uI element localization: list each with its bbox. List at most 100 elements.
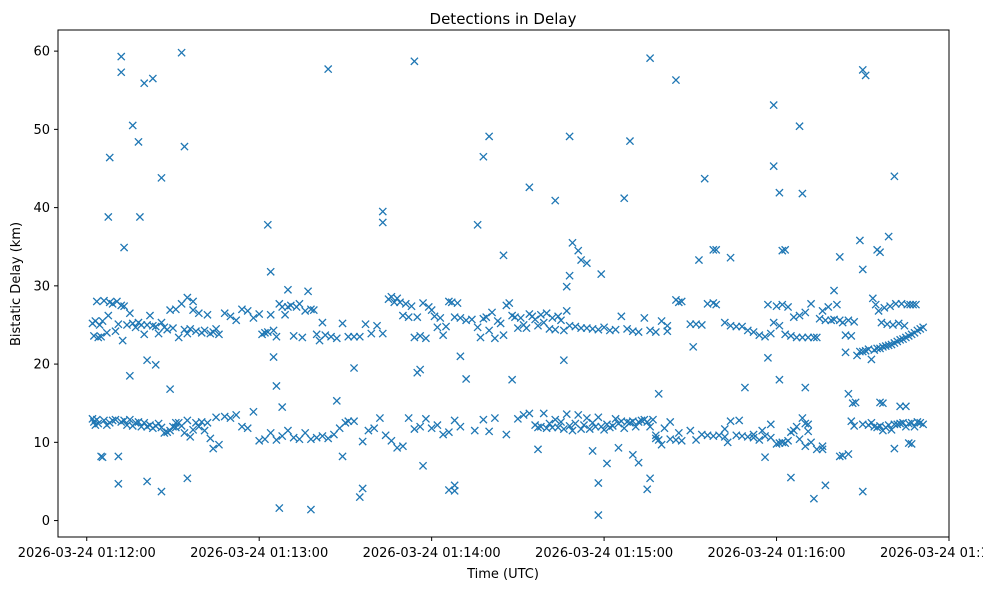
data-point bbox=[111, 415, 120, 424]
data-point bbox=[804, 333, 813, 342]
data-point bbox=[536, 422, 545, 431]
data-point bbox=[266, 310, 275, 319]
data-point bbox=[134, 137, 143, 146]
data-point bbox=[203, 310, 212, 319]
data-point bbox=[421, 414, 430, 423]
data-point bbox=[263, 327, 272, 337]
data-point bbox=[117, 68, 126, 77]
data-point bbox=[835, 452, 844, 461]
data-point bbox=[355, 332, 364, 341]
data-point bbox=[226, 414, 235, 423]
data-point bbox=[118, 336, 127, 345]
data-point bbox=[901, 402, 910, 411]
data-point bbox=[789, 426, 798, 435]
data-point bbox=[858, 65, 867, 74]
data-point bbox=[508, 375, 517, 384]
data-point bbox=[896, 402, 905, 411]
data-point bbox=[189, 306, 198, 315]
data-point bbox=[358, 437, 367, 446]
data-point bbox=[499, 331, 508, 340]
data-point bbox=[646, 54, 655, 63]
data-point bbox=[686, 426, 695, 435]
data-point bbox=[140, 330, 149, 339]
data-point bbox=[450, 486, 459, 495]
x-axis: 2026-03-24 01:12:00 2026-03-24 01:13:00 20… bbox=[18, 537, 983, 561]
data-point bbox=[556, 316, 566, 325]
data-point bbox=[439, 331, 448, 340]
data-point bbox=[844, 316, 853, 325]
data-point bbox=[551, 325, 560, 334]
data-point bbox=[289, 331, 298, 340]
data-point bbox=[286, 301, 295, 310]
data-point bbox=[266, 428, 275, 437]
data-point bbox=[666, 435, 675, 444]
data-point bbox=[844, 450, 853, 459]
data-point bbox=[809, 494, 818, 503]
data-point bbox=[427, 424, 436, 433]
data-markers bbox=[88, 48, 928, 520]
data-point bbox=[120, 243, 129, 252]
data-point bbox=[556, 417, 566, 427]
data-point bbox=[378, 207, 387, 216]
data-point bbox=[487, 308, 497, 317]
data-point bbox=[712, 300, 721, 309]
data-point bbox=[890, 172, 899, 181]
data-point bbox=[410, 333, 419, 342]
data-point bbox=[344, 417, 353, 426]
data-point bbox=[858, 487, 867, 496]
data-point bbox=[200, 426, 209, 435]
data-point bbox=[904, 439, 913, 448]
data-point bbox=[372, 321, 382, 330]
data-point bbox=[212, 413, 221, 422]
data-point bbox=[283, 426, 292, 435]
data-point bbox=[467, 315, 476, 324]
data-point bbox=[654, 435, 663, 445]
data-point bbox=[646, 326, 655, 335]
data-point bbox=[602, 459, 612, 468]
data-point bbox=[214, 440, 224, 449]
data-point bbox=[255, 309, 264, 319]
data-point bbox=[413, 313, 422, 322]
data-point bbox=[513, 414, 522, 423]
data-point bbox=[364, 426, 373, 435]
data-point bbox=[95, 320, 104, 330]
data-point bbox=[490, 334, 499, 343]
data-point bbox=[358, 484, 367, 493]
data-point bbox=[98, 453, 107, 462]
data-point bbox=[430, 312, 439, 321]
data-point bbox=[470, 426, 479, 435]
data-point bbox=[499, 251, 508, 260]
data-point bbox=[600, 323, 609, 332]
data-point bbox=[209, 444, 218, 453]
data-point bbox=[301, 306, 310, 315]
data-point bbox=[594, 478, 603, 488]
data-point bbox=[781, 245, 790, 254]
data-point bbox=[798, 189, 807, 198]
data-point bbox=[441, 322, 451, 331]
data-point bbox=[720, 432, 729, 441]
data-point bbox=[151, 360, 160, 369]
data-point bbox=[574, 410, 583, 420]
data-point bbox=[166, 385, 175, 394]
data-point bbox=[579, 421, 589, 430]
data-point bbox=[533, 445, 543, 454]
data-point bbox=[852, 351, 862, 360]
data-point bbox=[896, 335, 905, 344]
data-point bbox=[689, 342, 698, 351]
data-point bbox=[801, 419, 810, 428]
data-point bbox=[243, 306, 252, 315]
data-point bbox=[740, 383, 749, 392]
data-point bbox=[125, 371, 134, 380]
data-point bbox=[278, 403, 287, 412]
data-point bbox=[183, 293, 192, 302]
data-point bbox=[720, 424, 729, 434]
data-point bbox=[812, 445, 821, 454]
data-point bbox=[131, 418, 140, 427]
data-point bbox=[533, 321, 543, 330]
data-point bbox=[436, 313, 445, 322]
data-point bbox=[140, 79, 149, 88]
data-point bbox=[881, 342, 890, 351]
data-point bbox=[456, 422, 465, 431]
data-point bbox=[94, 419, 103, 428]
data-point bbox=[237, 305, 247, 314]
